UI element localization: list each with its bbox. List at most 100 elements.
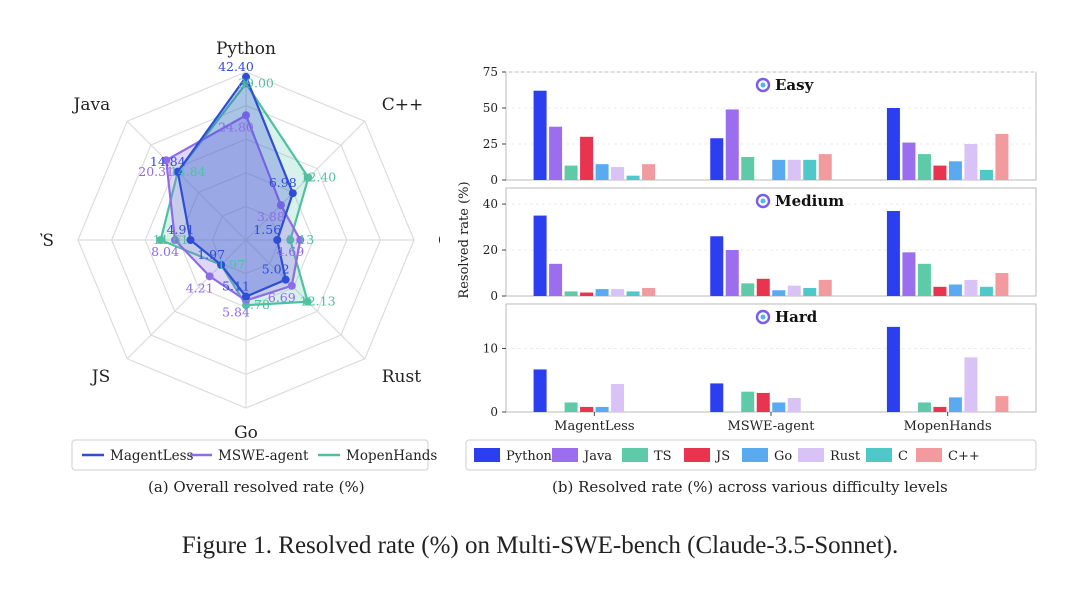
- bar: [549, 126, 563, 180]
- radar-legend: MagentLess MSWE-agent MopenHands: [71, 439, 437, 471]
- bar: [580, 292, 594, 296]
- bar: [933, 406, 947, 412]
- radar-point: [288, 189, 297, 198]
- legend-swatch: [798, 448, 824, 462]
- radar-value-label: 1.97: [197, 247, 225, 262]
- bar: [595, 289, 609, 296]
- legend-label: Go: [774, 449, 792, 464]
- bar: [948, 397, 962, 412]
- radar-value-label: 14.84: [170, 164, 206, 179]
- radar-value-label: 20.31: [138, 164, 174, 179]
- y-tick-label: 0: [490, 173, 498, 187]
- bar: [772, 402, 786, 412]
- bar: [611, 384, 625, 412]
- bar-panel-medium: 0 20 40 Medium: [483, 187, 1037, 303]
- radar-point: [156, 236, 165, 244]
- legend-label: Java: [582, 449, 612, 464]
- bar: [886, 210, 900, 296]
- panel-title: Hard: [775, 308, 818, 326]
- bar: [964, 279, 978, 296]
- bar: [803, 159, 817, 180]
- radar-point: [304, 173, 313, 182]
- radar-value-label: 4.69: [276, 244, 304, 259]
- bar: [533, 215, 547, 296]
- radar-value-label: 3.88: [257, 209, 285, 224]
- radar-axis-label: JS: [90, 367, 110, 387]
- y-tick-label: 50: [483, 101, 498, 115]
- radar-spoke: [245, 120, 366, 241]
- radar-point: [286, 236, 295, 244]
- legend-label: JS: [714, 449, 730, 464]
- panel-frame: [505, 187, 1037, 297]
- legend-swatch: [916, 448, 942, 462]
- bar: [580, 136, 594, 180]
- legend-swatch: [742, 448, 768, 462]
- bar: [979, 286, 993, 296]
- legend-label: Python: [506, 449, 553, 464]
- x-tick-label: MopenHands: [904, 419, 992, 434]
- radar-value-label: 6.78: [242, 297, 270, 312]
- bar: [756, 278, 770, 296]
- bar: [533, 90, 547, 180]
- radar-point: [217, 260, 226, 269]
- radar-point: [242, 111, 250, 120]
- swirl-icon: [760, 198, 766, 204]
- bar: [979, 169, 993, 180]
- bar: [818, 154, 832, 180]
- bar: [642, 164, 656, 180]
- bar: [933, 165, 947, 180]
- radar-axis-label: Python: [216, 39, 276, 59]
- swirl-icon: [760, 82, 766, 88]
- bar: [710, 236, 724, 296]
- figure-caption: Figure 1. Resolved rate (%) on Multi-SWE…: [181, 532, 899, 559]
- radar-value-label: 42.40: [218, 59, 254, 74]
- bar: [626, 291, 640, 296]
- radar-point: [287, 281, 296, 290]
- swirl-icon: [755, 77, 771, 93]
- bar: [803, 287, 817, 296]
- bar: [564, 291, 578, 296]
- radar-axis-label: Go: [234, 423, 258, 443]
- y-tick-label: 20: [483, 243, 498, 257]
- bar: [995, 396, 1009, 412]
- radar-point: [273, 236, 282, 244]
- bar: [564, 402, 578, 412]
- bar: [595, 406, 609, 412]
- bar: [772, 290, 786, 296]
- bar: [964, 357, 978, 412]
- bar-y-label: Resolved rate (%): [457, 181, 472, 298]
- radar-value-label: 1.97: [217, 257, 245, 272]
- bar: [642, 287, 656, 296]
- bar: [787, 285, 801, 296]
- radar-point: [276, 201, 285, 210]
- radar-point: [162, 156, 171, 165]
- bar: [995, 273, 1009, 296]
- bar: [741, 156, 755, 180]
- radar-point: [242, 72, 250, 81]
- legend-swatch: [552, 448, 578, 462]
- radar-value-label: 8.04: [151, 244, 179, 259]
- bar: [886, 326, 900, 412]
- bar: [964, 144, 978, 180]
- radar-axis-label: C++: [382, 95, 424, 115]
- radar-value-label: 14.84: [150, 154, 186, 169]
- radar-point: [296, 236, 305, 244]
- bar: [917, 263, 931, 296]
- radar-spoke: [126, 239, 247, 360]
- radar-grid: [77, 71, 415, 409]
- legend-label: TS: [654, 449, 672, 464]
- radar-value-label: 11.61: [153, 232, 189, 247]
- panel-frame: [505, 303, 1037, 413]
- legend-swatch: [474, 448, 500, 462]
- bar: [725, 250, 739, 296]
- legend-frame: [71, 439, 429, 471]
- panel-frame: [505, 71, 1037, 181]
- radar-point: [205, 272, 214, 281]
- y-tick-label: 40: [483, 197, 498, 211]
- bar: [580, 406, 594, 412]
- radar-point: [186, 236, 195, 244]
- radar-value-label: 5.02: [262, 262, 290, 277]
- swirl-icon: [755, 309, 771, 325]
- bar: [533, 369, 547, 412]
